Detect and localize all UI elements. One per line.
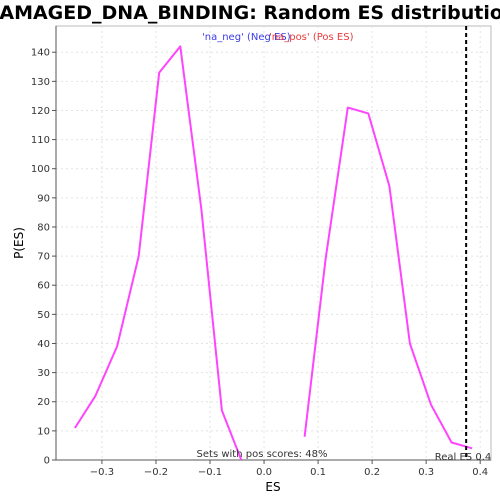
y-axis-title: P(ES) — [12, 227, 26, 259]
x-axis-title: ES — [265, 480, 280, 494]
y-tick-label: 70 — [37, 252, 50, 263]
y-tick-label: 100 — [31, 164, 50, 175]
x-tick-label: 0.0 — [256, 467, 272, 478]
y-tick-label: 0 — [44, 456, 50, 467]
x-tick-label: 0.1 — [310, 467, 326, 478]
y-tick-label: 40 — [37, 339, 50, 350]
x-tick-label: 0.3 — [418, 467, 434, 478]
series-line-neg — [74, 45, 243, 461]
x-tick-label: −0.1 — [198, 467, 222, 478]
series-line-pos — [303, 106, 473, 450]
x-tick-label: −0.3 — [90, 467, 114, 478]
x-tick-label: 0.2 — [364, 467, 380, 478]
x-tick-label: −0.2 — [144, 467, 168, 478]
y-tick-label: 80 — [37, 222, 50, 233]
reference-line-label: Real ES 0.4 — [435, 452, 491, 463]
legend-item-neg: 'na_neg' (Neg ES) — [202, 32, 291, 43]
x-axis: −0.3 −0.2 −0.1 0.0 0.1 0.2 0.3 0.4 — [56, 459, 491, 478]
series-layer — [74, 45, 473, 461]
chart-title: DAMAGED_DNA_BINDING: Random ES distribut… — [0, 2, 500, 24]
y-tick-label: 130 — [31, 77, 50, 88]
y-tick-label: 110 — [31, 135, 50, 146]
y-tick-label: 20 — [37, 397, 50, 408]
legend-item-pos: 'na_pos' (Pos ES) — [269, 32, 354, 43]
x-tick-label: 0.4 — [472, 467, 488, 478]
y-tick-label: 50 — [37, 310, 50, 321]
pos-score-annotation: Sets with pos scores: 48% — [197, 449, 328, 460]
y-tick-label: 30 — [37, 368, 50, 379]
y-axis: 0 10 20 30 40 50 60 70 80 90 100 110 120 130 140 — [31, 26, 57, 467]
plot-frame — [55, 25, 492, 461]
y-tick-label: 140 — [31, 48, 50, 59]
y-tick-label: 10 — [37, 426, 50, 437]
y-tick-label: 90 — [37, 193, 50, 204]
y-tick-label: 120 — [31, 106, 50, 117]
y-tick-label: 60 — [37, 281, 50, 292]
